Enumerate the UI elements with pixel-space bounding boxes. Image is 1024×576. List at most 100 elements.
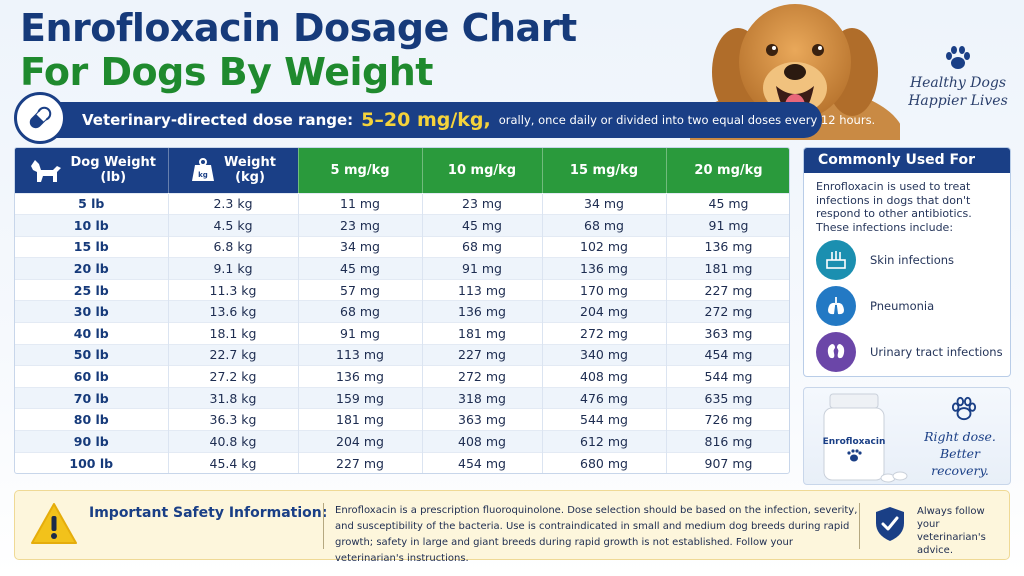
cell-weight-lb: 10 lb xyxy=(15,214,169,237)
recovery-line-2: Better recovery. xyxy=(931,446,989,478)
cell-dose-5: 159 mg xyxy=(298,386,423,409)
use-item-uti: Urinary tract infections xyxy=(816,332,1010,372)
cell-dose-20: 544 mg xyxy=(666,365,789,388)
cell-weight-lb: 90 lb xyxy=(15,430,169,453)
cell-dose-20: 45 mg xyxy=(666,192,789,215)
cell-weight-lb: 30 lb xyxy=(15,300,169,323)
safety-information-box: Important Safety Information: Enrofloxac… xyxy=(14,490,1010,564)
cell-dose-20: 816 mg xyxy=(666,430,789,453)
col-header-weight-kg-line2: (kg) xyxy=(235,170,265,186)
col-header-5mgkg: 5 mg/kg xyxy=(298,148,423,193)
cell-weight-kg: 40.8 kg xyxy=(168,430,299,453)
cell-dose-5: 45 mg xyxy=(298,257,423,280)
dose-range-value: 5–20 mg/kg, xyxy=(361,109,491,131)
cell-dose-15: 476 mg xyxy=(542,386,667,409)
cell-dose-20: 272 mg xyxy=(666,300,789,323)
cell-dose-15: 34 mg xyxy=(542,192,667,215)
table-row: 70 lb 31.8 kg 159 mg 318 mg 476 mg 635 mg xyxy=(15,386,789,409)
cell-weight-kg: 31.8 kg xyxy=(168,386,299,409)
safety-divider xyxy=(323,503,324,549)
pill-icon xyxy=(14,92,66,144)
col-header-15mgkg: 15 mg/kg xyxy=(542,148,667,193)
paw-icon xyxy=(951,396,977,421)
paw-icon xyxy=(946,46,970,69)
cell-dose-20: 91 mg xyxy=(666,214,789,237)
table-row: 40 lb 18.1 kg 91 mg 181 mg 272 mg 363 mg xyxy=(15,322,789,345)
table-row: 100 lb 45.4 kg 227 mg 454 mg 680 mg 907 mg xyxy=(15,451,789,473)
table-row: 15 lb 6.8 kg 34 mg 68 mg 102 mg 136 mg xyxy=(15,235,789,258)
cell-dose-5: 181 mg xyxy=(298,408,423,431)
cell-weight-kg: 36.3 kg xyxy=(168,408,299,431)
safety-divider xyxy=(859,503,860,549)
lungs-icon xyxy=(816,286,856,326)
cell-dose-15: 204 mg xyxy=(542,300,667,323)
cell-weight-kg: 45.4 kg xyxy=(168,451,299,473)
page-subtitle: For Dogs By Weight xyxy=(20,50,433,94)
cell-weight-lb: 80 lb xyxy=(15,408,169,431)
cell-dose-5: 34 mg xyxy=(298,235,423,258)
use-label-uti: Urinary tract infections xyxy=(870,345,1003,359)
cell-dose-20: 907 mg xyxy=(666,451,789,473)
cell-weight-kg: 22.7 kg xyxy=(168,343,299,366)
cell-dose-10: 363 mg xyxy=(422,408,543,431)
use-item-skin: Skin infections xyxy=(816,240,1010,280)
cell-weight-kg: 9.1 kg xyxy=(168,257,299,280)
cell-weight-lb: 100 lb xyxy=(15,451,169,473)
table-row: 80 lb 36.3 kg 181 mg 363 mg 544 mg 726 mg xyxy=(15,408,789,431)
cell-weight-lb: 60 lb xyxy=(15,365,169,388)
col-header-weight-lb-line1: Dog Weight xyxy=(70,155,156,171)
cell-weight-lb: 40 lb xyxy=(15,322,169,345)
bottle-label: Enrofloxacin xyxy=(823,437,886,447)
cell-dose-15: 272 mg xyxy=(542,322,667,345)
use-item-pneumonia: Pneumonia xyxy=(816,286,1010,326)
col-header-weight-lb-line2: (lb) xyxy=(100,170,127,186)
dose-range-label: Veterinary-directed dose range: xyxy=(82,111,354,129)
cell-dose-20: 454 mg xyxy=(666,343,789,366)
cell-dose-10: 113 mg xyxy=(422,278,543,301)
cell-dose-20: 136 mg xyxy=(666,235,789,258)
cell-dose-15: 170 mg xyxy=(542,278,667,301)
cell-dose-20: 726 mg xyxy=(666,408,789,431)
cell-dose-20: 227 mg xyxy=(666,278,789,301)
tagline-line-1: Healthy Dogs xyxy=(909,75,1007,91)
cell-dose-5: 23 mg xyxy=(298,214,423,237)
cell-dose-5: 57 mg xyxy=(298,278,423,301)
use-label-pneumonia: Pneumonia xyxy=(870,299,935,313)
uses-heading: Commonly Used For xyxy=(804,148,1010,173)
cell-weight-kg: 27.2 kg xyxy=(168,365,299,388)
warning-icon xyxy=(31,503,77,544)
recovery-card: Enrofloxacin Right dose. Better recovery… xyxy=(803,387,1011,485)
cell-dose-10: 45 mg xyxy=(422,214,543,237)
use-label-skin: Skin infections xyxy=(870,253,955,267)
page-title: Enrofloxacin Dosage Chart xyxy=(20,6,577,50)
cell-weight-kg: 6.8 kg xyxy=(168,235,299,258)
dog-icon xyxy=(30,160,61,183)
cell-weight-lb: 15 lb xyxy=(15,235,169,258)
table-row: 10 lb 4.5 kg 23 mg 45 mg 68 mg 91 mg xyxy=(15,214,789,237)
recovery-line-1: Right dose. xyxy=(924,429,996,444)
table-row: 90 lb 40.8 kg 204 mg 408 mg 612 mg 816 mg xyxy=(15,430,789,453)
table-body: 5 lb 2.3 kg 11 mg 23 mg 34 mg 45 mg 10 lb 4.5 k… xyxy=(15,192,789,473)
scale-weight-icon: kg xyxy=(192,158,215,182)
cell-dose-10: 454 mg xyxy=(422,451,543,473)
cell-dose-20: 363 mg xyxy=(666,322,789,345)
cell-dose-15: 612 mg xyxy=(542,430,667,453)
cell-dose-20: 635 mg xyxy=(666,386,789,409)
cell-weight-kg: 11.3 kg xyxy=(168,278,299,301)
cell-dose-15: 340 mg xyxy=(542,343,667,366)
safety-title: Important Safety Information: xyxy=(89,505,328,521)
cell-weight-kg: 13.6 kg xyxy=(168,300,299,323)
cell-weight-kg: 4.5 kg xyxy=(168,214,299,237)
kg-badge-text: kg xyxy=(198,171,208,179)
cell-weight-lb: 50 lb xyxy=(15,343,169,366)
cell-dose-5: 204 mg xyxy=(298,430,423,453)
cell-dose-10: 318 mg xyxy=(422,386,543,409)
follow-line-1: Always follow xyxy=(917,506,985,517)
table-row: 5 lb 2.3 kg 11 mg 23 mg 34 mg 45 mg xyxy=(15,192,789,215)
dose-range-description: orally, once daily or divided into two e… xyxy=(498,113,876,127)
cell-dose-5: 11 mg xyxy=(298,192,423,215)
safety-body: Enrofloxacin is a prescription fluoroqui… xyxy=(335,505,858,564)
cell-dose-10: 91 mg xyxy=(422,257,543,280)
table-row: 25 lb 11.3 kg 57 mg 113 mg 170 mg 227 mg xyxy=(15,278,789,301)
cell-dose-10: 408 mg xyxy=(422,430,543,453)
